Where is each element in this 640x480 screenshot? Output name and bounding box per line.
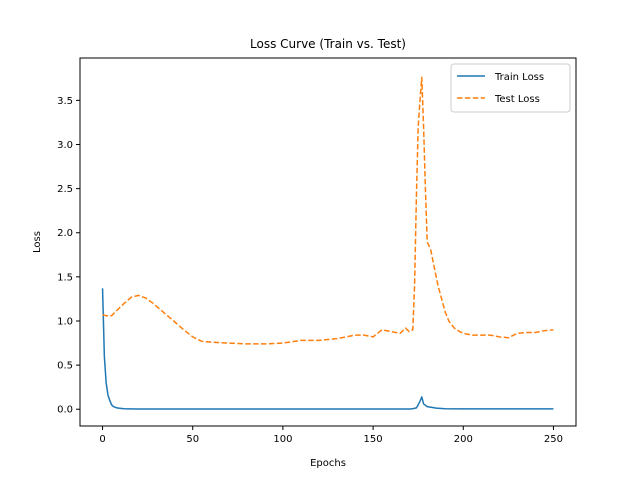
x-axis-ticks: 0 50 100 150 200 250 [99,426,563,445]
y-axis-label: Loss [32,231,43,253]
plot-lines [101,76,554,410]
plot-area-frame [79,57,577,427]
legend: Train Loss Test Loss [450,63,571,113]
chart-title: Loss Curve (Train vs. Test) [250,37,406,51]
x-tick-label: 50 [186,434,199,445]
y-tick-label: 1.5 [57,272,73,283]
legend-label-train-loss: Train Loss [494,72,544,83]
x-axis-label: Epochs [310,458,346,469]
x-tick-label: 250 [544,434,563,445]
x-tick-label: 200 [454,434,473,445]
y-tick-label: 1.0 [57,316,73,327]
y-tick-label: 3.5 [57,96,73,107]
y-tick-label: 0.5 [57,361,73,372]
series-line-test-loss [102,76,554,345]
y-axis-ticks: 0.0 0.5 1.0 1.5 2.0 2.5 3.0 3.5 [57,96,80,416]
y-tick-label: 3.0 [57,140,73,151]
series-line-train-loss [101,288,554,410]
x-tick-label: 100 [273,434,292,445]
x-tick-label: 150 [364,434,383,445]
x-tick-label: 0 [99,434,105,445]
y-tick-label: 2.0 [57,228,73,239]
y-tick-label: 0.0 [57,405,73,416]
y-tick-label: 2.5 [57,184,73,195]
legend-label-test-loss: Test Loss [494,94,540,105]
